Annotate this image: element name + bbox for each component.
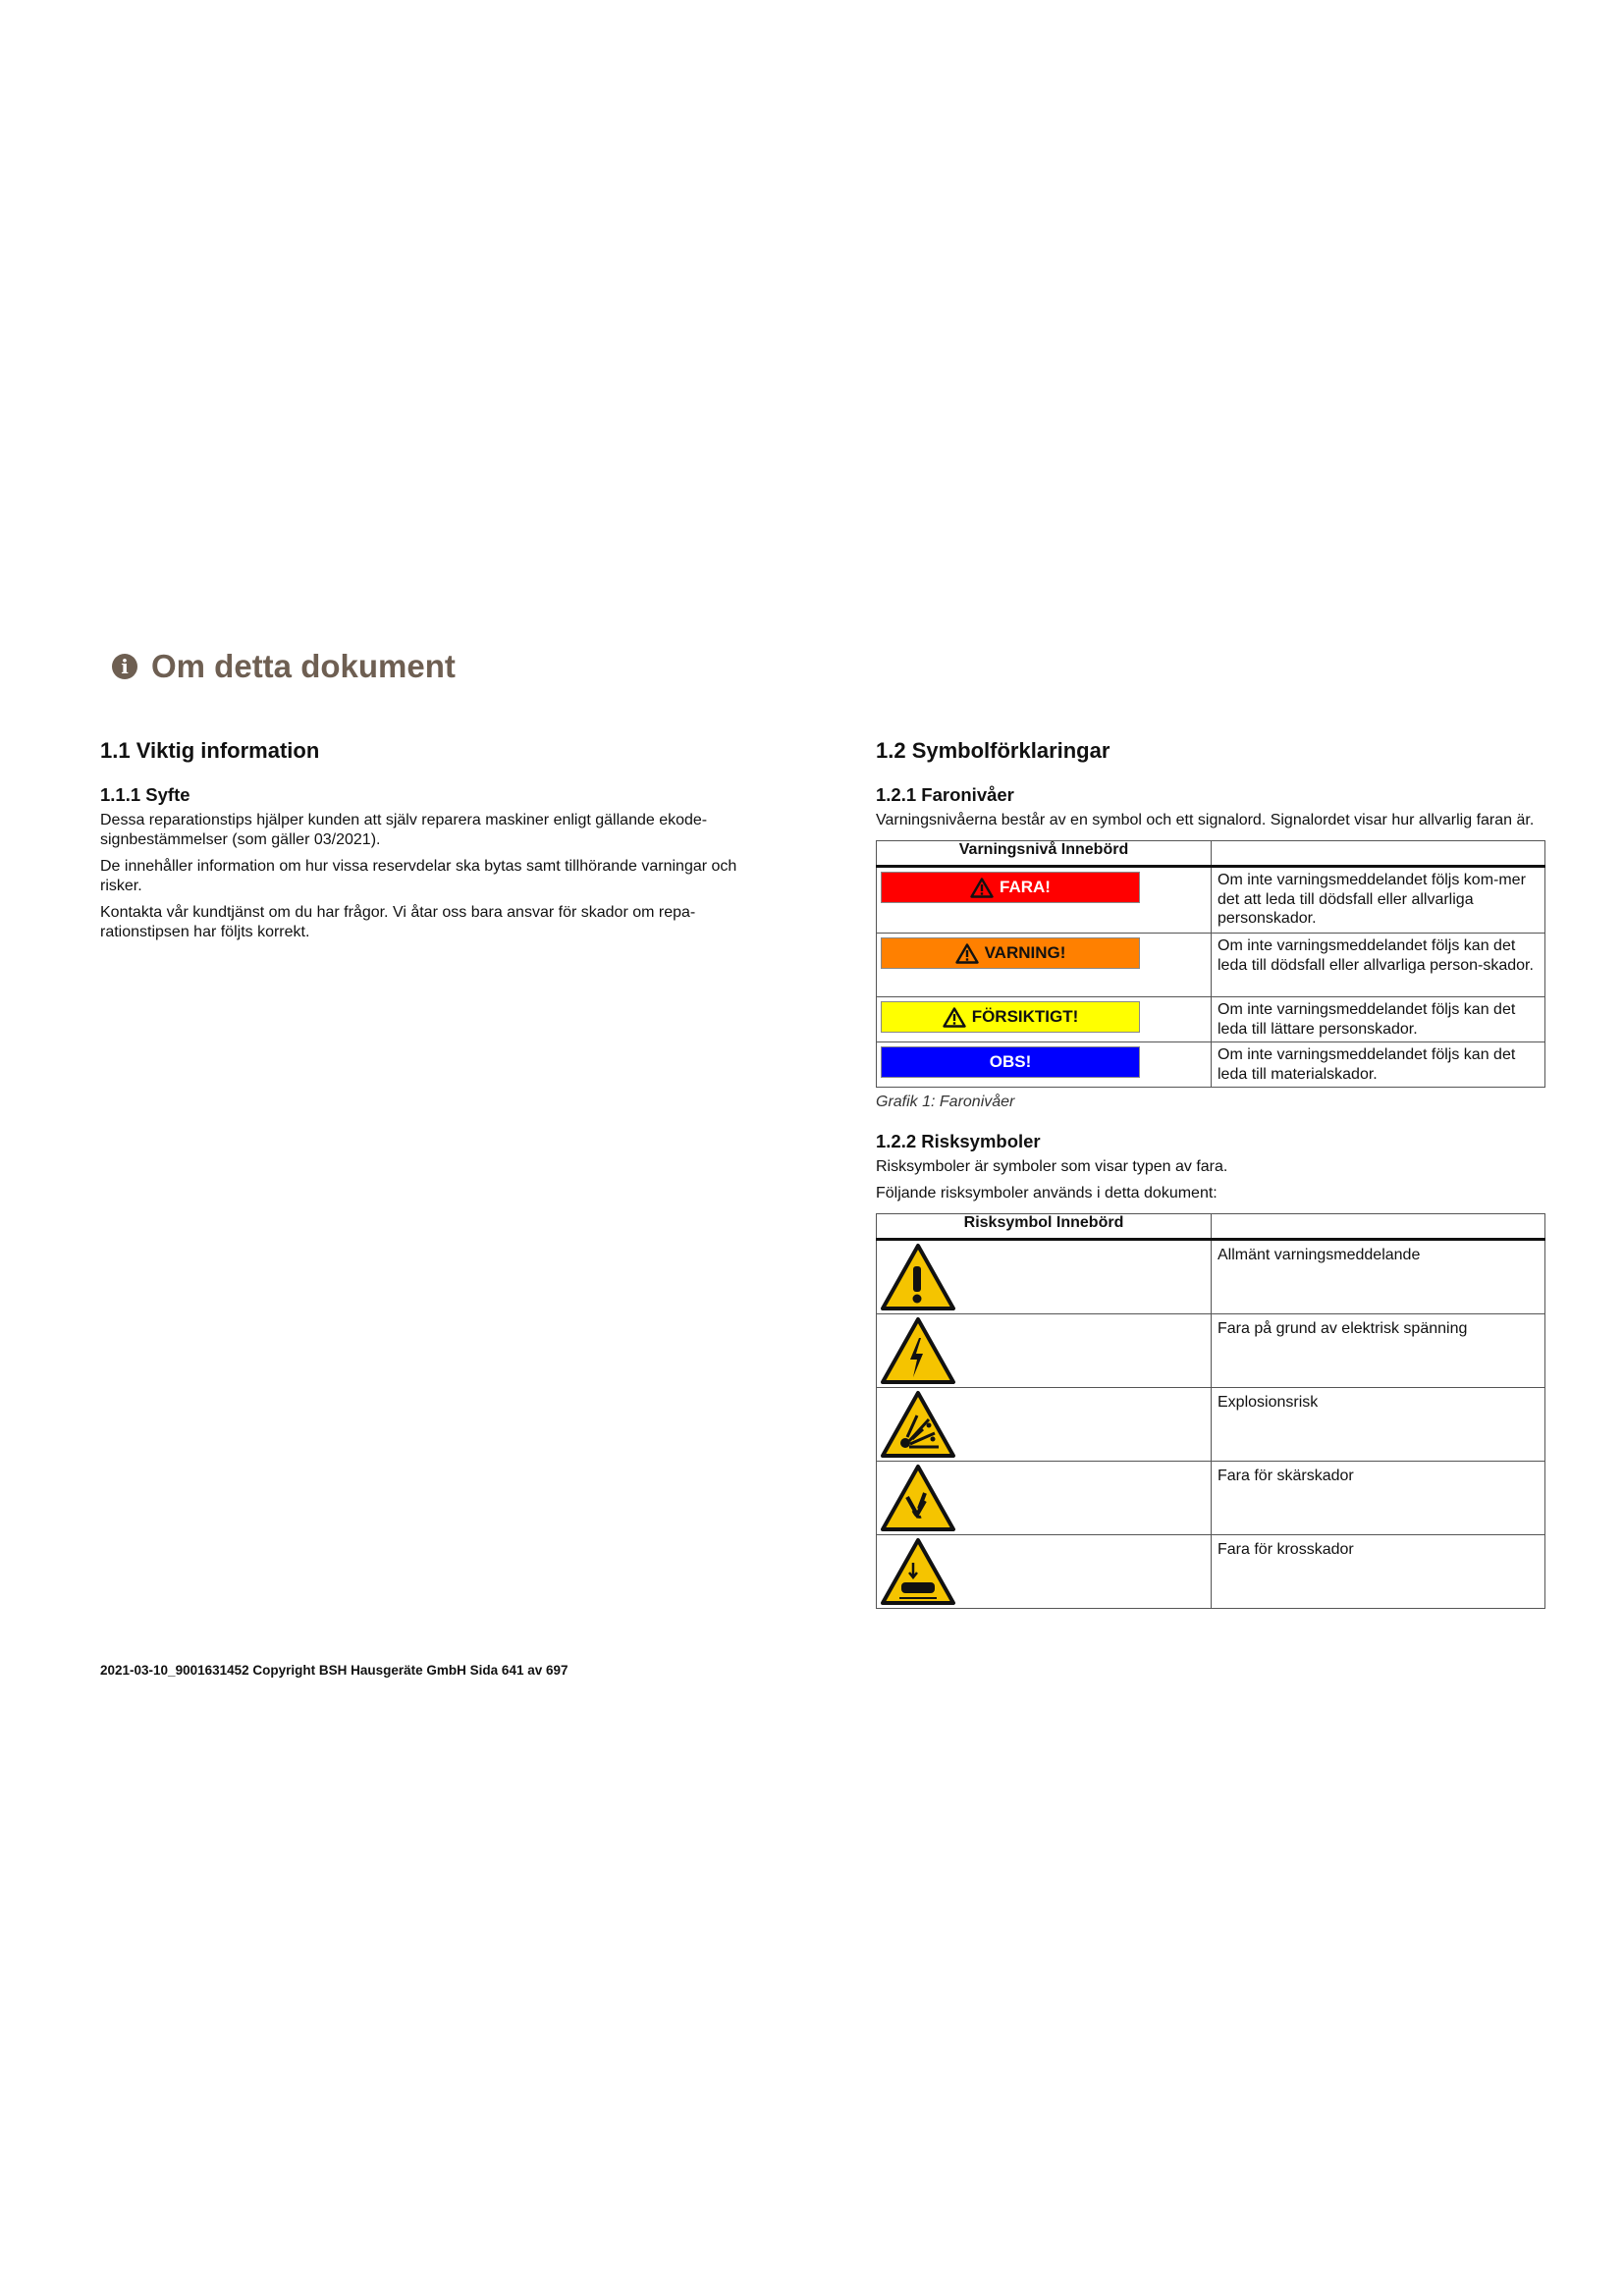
paragraph: Följande risksymboler används i detta do… xyxy=(876,1185,1218,1201)
table-row: Fara för krosskador xyxy=(876,1534,1545,1609)
paragraph: Risksymboler är symboler som visar typen… xyxy=(876,1158,1228,1175)
figure-caption: Grafik 1: Faronivåer xyxy=(876,1094,1015,1110)
signal-word-label: OBS! xyxy=(881,1046,1140,1078)
meaning-cell: Fara för krosskador xyxy=(1211,1534,1545,1609)
table-row: Allmänt varningsmeddelande xyxy=(876,1239,1545,1314)
risk-symbols-table: Risksymbol Innebörd Allmänt varningsmedd… xyxy=(876,1213,1545,1609)
paragraph: De innehåller information om hur vissa r… xyxy=(100,858,737,894)
paragraph: Dessa reparationstips hjälper kunden att… xyxy=(100,812,708,848)
signal-cell: OBS! xyxy=(876,1041,1212,1088)
warning-triangle-icon xyxy=(954,942,979,964)
symbol-cell xyxy=(876,1461,1212,1535)
warning-triangle-icon xyxy=(970,877,994,898)
page-footer: 2021-03-10_9001631452 Copyright BSH Haus… xyxy=(100,1663,568,1678)
crush-hazard-icon xyxy=(881,1538,955,1605)
meaning-cell: Fara på grund av elektrisk spänning xyxy=(1211,1313,1545,1388)
symbol-cell xyxy=(876,1534,1212,1609)
signal-word: FÖRSIKTIGT! xyxy=(971,1007,1079,1026)
signal-word: FARA! xyxy=(1000,878,1051,896)
subsection-heading: 1.1.1 Syfte xyxy=(100,784,190,805)
signal-cell: FARA! xyxy=(876,866,1212,934)
table-header-empty xyxy=(1211,1213,1545,1241)
table-row: FÖRSIKTIGT! Om inte varningsmeddelandet f… xyxy=(876,996,1545,1042)
meaning-cell: Allmänt varningsmeddelande xyxy=(1211,1239,1545,1314)
symbol-cell xyxy=(876,1387,1212,1462)
warning-triangle-icon xyxy=(942,1006,966,1028)
paragraph: Kontakta vår kundtjänst om du har frågor… xyxy=(100,904,696,940)
table-header: Risksymbol Innebörd xyxy=(876,1213,1212,1241)
signal-cell: VARNING! xyxy=(876,933,1212,997)
signal-word-label: FÖRSIKTIGT! xyxy=(881,1001,1140,1033)
meaning-cell: Om inte varningsmeddelandet följs kom-me… xyxy=(1211,866,1545,934)
signal-word: OBS! xyxy=(989,1052,1032,1071)
subsection-heading: 1.2.1 Faronivåer xyxy=(876,784,1014,805)
table-row: VARNING! Om inte varningsmeddelandet följ… xyxy=(876,933,1545,997)
info-circle-icon: i xyxy=(112,654,137,679)
table-row: FARA! Om inte varningsmeddelandet följs k… xyxy=(876,866,1545,934)
table-row: OBS! Om inte varningsmeddelandet följs ka… xyxy=(876,1041,1545,1088)
right-column: 1.2 Symbolförklaringar 1.2.1 Faronivåer … xyxy=(876,738,1553,1609)
explosion-icon xyxy=(881,1391,955,1458)
signal-cell: FÖRSIKTIGT! xyxy=(876,996,1212,1042)
table-row: Explosionsrisk xyxy=(876,1387,1545,1462)
signal-word-label: VARNING! xyxy=(881,937,1140,969)
paragraph: Varningsnivåerna består av en symbol och… xyxy=(876,812,1535,828)
meaning-cell: Om inte varningsmeddelandet följs kan de… xyxy=(1211,933,1545,997)
signal-word: VARNING! xyxy=(984,943,1066,962)
warning-levels-table: Varningsnivå Innebörd FARA! Om inte varni… xyxy=(876,840,1545,1088)
meaning-cell: Om inte varningsmeddelandet följs kan de… xyxy=(1211,1041,1545,1088)
section-heading: 1.1 Viktig information xyxy=(100,738,320,763)
signal-word-label: FARA! xyxy=(881,872,1140,903)
table-header-empty xyxy=(1211,840,1545,868)
chapter-title: i Om detta dokument xyxy=(112,648,456,685)
symbol-cell xyxy=(876,1239,1212,1314)
left-column: 1.1 Viktig information 1.1.1 Syfte Dessa… xyxy=(100,738,778,949)
cut-hazard-icon xyxy=(881,1465,955,1531)
symbol-cell xyxy=(876,1313,1212,1388)
subsection-heading: 1.2.2 Risksymboler xyxy=(876,1131,1041,1151)
general-warning-icon xyxy=(881,1244,955,1310)
meaning-cell: Explosionsrisk xyxy=(1211,1387,1545,1462)
table-header: Varningsnivå Innebörd xyxy=(876,840,1212,868)
table-row: Fara på grund av elektrisk spänning xyxy=(876,1313,1545,1388)
table-row: Fara för skärskador xyxy=(876,1461,1545,1535)
electric-voltage-icon xyxy=(881,1317,955,1384)
chapter-title-text: Om detta dokument xyxy=(151,648,456,684)
meaning-cell: Om inte varningsmeddelandet följs kan de… xyxy=(1211,996,1545,1042)
meaning-cell: Fara för skärskador xyxy=(1211,1461,1545,1535)
section-heading: 1.2 Symbolförklaringar xyxy=(876,738,1110,763)
